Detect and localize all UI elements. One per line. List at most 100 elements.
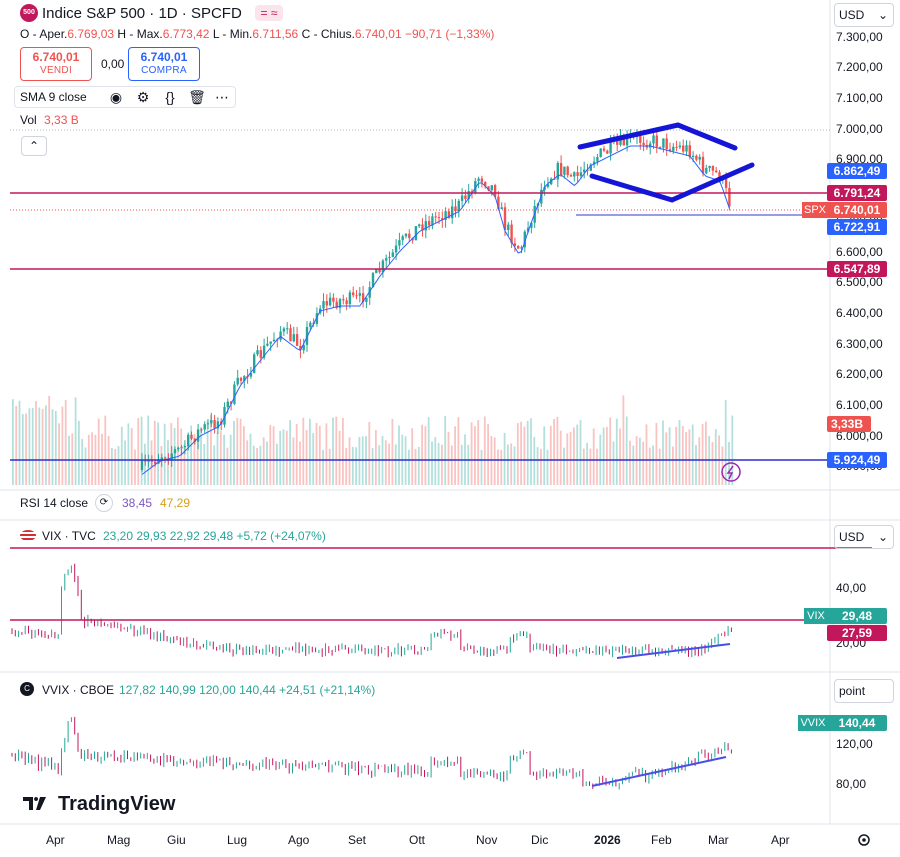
candle-body bbox=[480, 178, 484, 183]
volume-bar bbox=[573, 427, 575, 485]
buy-button[interactable]: 6.740,01 COMPRA bbox=[128, 47, 200, 81]
sma-indicator-row[interactable]: SMA 9 close ◉ ⚙ {} 🗑 ⋯ bbox=[14, 86, 236, 108]
volume-bar bbox=[503, 432, 506, 485]
price-tick-label: 7.200,00 bbox=[836, 60, 883, 74]
candle-body bbox=[497, 196, 500, 210]
candle-body bbox=[421, 224, 424, 231]
volume-bar bbox=[441, 444, 443, 485]
candle-body bbox=[728, 187, 731, 207]
price-candles bbox=[140, 128, 731, 473]
candle-body bbox=[546, 184, 550, 187]
candle-body bbox=[484, 182, 487, 187]
candle-body bbox=[388, 256, 391, 259]
rsi-value-2: 47,29 bbox=[160, 496, 191, 510]
gear-icon[interactable] bbox=[858, 834, 870, 846]
volume-label: Vol 3,33 B bbox=[20, 112, 79, 128]
volume-bar bbox=[282, 429, 285, 485]
volume-bar bbox=[652, 445, 654, 485]
volume-bar bbox=[474, 426, 476, 485]
volume-bar bbox=[701, 424, 704, 485]
candle-body bbox=[276, 339, 279, 341]
currency-select[interactable]: USD ⌄ bbox=[834, 3, 894, 27]
volume-bar bbox=[355, 447, 357, 485]
ohlc-row: O - Aper.6.769,03 H - Max.6.773,42 L - M… bbox=[20, 26, 494, 42]
vvix-values: 127,82 140,99 120,00 140,44 +24,51 (+21,… bbox=[119, 683, 376, 697]
candle-body bbox=[616, 140, 619, 145]
vvix-trendline[interactable] bbox=[591, 756, 727, 787]
vix-currency-select[interactable]: USD ⌄ bbox=[834, 525, 894, 549]
sell-button[interactable]: 6.740,01 VENDI bbox=[20, 47, 92, 81]
collapse-button[interactable]: ⌃ bbox=[21, 136, 47, 156]
candle-body bbox=[190, 434, 193, 439]
vvix-symbol[interactable]: VVIX · CBOE bbox=[42, 683, 115, 697]
time-tick-label: Apr bbox=[46, 833, 65, 847]
candle-body bbox=[460, 195, 464, 201]
vvix-price-tag: 140,44 bbox=[827, 715, 887, 731]
branding-text: TradingView bbox=[58, 793, 176, 815]
volume-bar bbox=[731, 415, 734, 485]
volume-bar bbox=[31, 407, 34, 485]
volume-bar bbox=[705, 421, 707, 485]
volume-bar bbox=[272, 426, 275, 485]
volume-bar bbox=[219, 431, 222, 485]
candle-body bbox=[579, 172, 583, 177]
candle-body bbox=[414, 226, 418, 241]
candle-body bbox=[328, 297, 332, 306]
trash-icon[interactable]: 🗑 bbox=[188, 89, 206, 105]
high-label: H - Max. bbox=[117, 27, 163, 41]
candle-body bbox=[213, 420, 216, 429]
settings-icon[interactable]: ⚙ bbox=[136, 89, 150, 105]
volume-bar bbox=[606, 426, 608, 485]
compare-button[interactable]: = ≈ bbox=[255, 5, 283, 21]
candle-body bbox=[606, 150, 609, 154]
chevron-down-icon: ⌄ bbox=[877, 530, 888, 544]
vix-trendline[interactable] bbox=[616, 643, 731, 659]
candle-body bbox=[685, 145, 688, 152]
candle-body bbox=[474, 180, 477, 193]
lightning-icon[interactable] bbox=[721, 462, 741, 482]
price-tick-label: 7.300,00 bbox=[836, 30, 883, 44]
candle-body bbox=[295, 334, 299, 346]
candle-body bbox=[309, 322, 312, 327]
candle-body bbox=[563, 166, 566, 175]
volume-bars bbox=[12, 395, 734, 485]
candle-body bbox=[553, 178, 556, 180]
volume-bar bbox=[239, 418, 242, 485]
volume-bar bbox=[309, 418, 311, 485]
rsi-label[interactable]: RSI 14 close bbox=[20, 496, 89, 510]
diamond-bottom-drawing[interactable] bbox=[589, 162, 755, 203]
source-code-icon[interactable]: {} bbox=[165, 89, 175, 105]
volume-bar bbox=[256, 447, 258, 485]
volume-bar bbox=[12, 399, 14, 485]
symbol-title[interactable]: Indice S&P 500 · 1D · SPCFD bbox=[42, 5, 242, 22]
volume-bar bbox=[328, 448, 331, 485]
vvix-unit-select[interactable]: point bbox=[834, 679, 894, 703]
vix-symbol[interactable]: VIX · TVC bbox=[42, 529, 96, 543]
candle-body bbox=[302, 344, 305, 351]
eye-icon[interactable]: ◉ bbox=[109, 89, 123, 105]
volume-bar bbox=[200, 426, 202, 485]
volume-bar bbox=[526, 420, 529, 485]
volume-bar bbox=[147, 415, 150, 485]
open-label: O - Aper. bbox=[20, 27, 68, 41]
sell-label: VENDI bbox=[39, 65, 73, 76]
candle-body bbox=[602, 148, 606, 151]
volume-bar bbox=[322, 449, 324, 485]
volume-bar bbox=[315, 423, 318, 485]
volume-bar bbox=[662, 420, 664, 485]
volume-bar bbox=[586, 442, 588, 485]
more-icon[interactable]: ⋯ bbox=[215, 89, 229, 105]
volume-bar bbox=[28, 408, 31, 485]
volume-bar bbox=[236, 418, 239, 485]
diamond-top-drawing[interactable] bbox=[577, 122, 738, 151]
volume-bar bbox=[345, 448, 348, 485]
volume-bar bbox=[262, 437, 265, 485]
vvix-tick-80: 80,00 bbox=[836, 777, 867, 791]
rsi-cycle-icon[interactable]: ⟳ bbox=[95, 494, 113, 512]
candle-body bbox=[724, 177, 728, 188]
candle-body bbox=[266, 343, 269, 346]
volume-bar bbox=[269, 424, 272, 485]
volume-bar bbox=[576, 424, 579, 485]
volume-bar bbox=[665, 432, 668, 485]
